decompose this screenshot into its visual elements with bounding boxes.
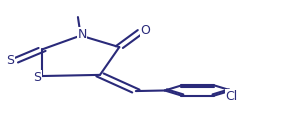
Text: Cl: Cl <box>226 90 238 103</box>
Text: S: S <box>33 71 41 84</box>
Text: N: N <box>77 28 87 41</box>
Text: O: O <box>141 24 150 37</box>
Text: S: S <box>6 55 14 67</box>
